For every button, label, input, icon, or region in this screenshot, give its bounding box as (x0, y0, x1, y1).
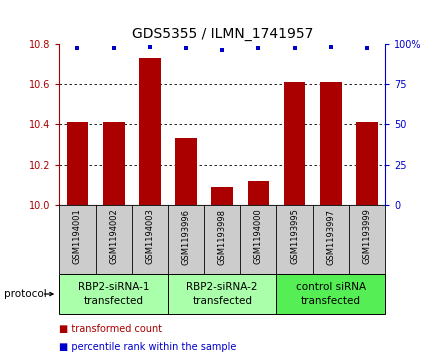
Point (327, 44, 334, 50)
Point (255, 45, 262, 51)
Point (291, 45, 298, 51)
Text: GSM1194003: GSM1194003 (145, 208, 154, 264)
Bar (320, 82, 341, 205)
Text: control siRNA
transfected: control siRNA transfected (296, 282, 366, 306)
Bar (248, 181, 269, 205)
Text: GSM1193996: GSM1193996 (182, 208, 191, 265)
Text: GSM1193997: GSM1193997 (326, 208, 335, 265)
Text: ■ transformed count: ■ transformed count (59, 323, 162, 334)
Point (183, 45, 190, 51)
Point (147, 44, 154, 50)
Text: RBP2-siRNA-1
transfected: RBP2-siRNA-1 transfected (78, 282, 150, 306)
Bar (356, 122, 378, 205)
Point (219, 47, 226, 53)
Text: GSM1194001: GSM1194001 (73, 208, 82, 264)
Text: RBP2-siRNA-2
transfected: RBP2-siRNA-2 transfected (187, 282, 258, 306)
Bar (276, 274, 385, 314)
Text: ■ percentile rank within the sample: ■ percentile rank within the sample (59, 342, 237, 352)
Text: GSM1193999: GSM1193999 (363, 208, 371, 264)
Bar (66, 122, 88, 205)
Bar (103, 122, 125, 205)
Text: GSM1194000: GSM1194000 (254, 208, 263, 264)
Point (110, 45, 117, 51)
Bar (284, 82, 305, 205)
Bar (168, 274, 276, 314)
Bar (175, 138, 197, 205)
Bar (139, 58, 161, 205)
Bar (211, 187, 233, 205)
Bar (59, 274, 168, 314)
Point (74, 45, 81, 51)
Text: GSM1193998: GSM1193998 (218, 208, 227, 265)
Text: protocol: protocol (4, 289, 47, 299)
Text: GSM1193995: GSM1193995 (290, 208, 299, 264)
Point (363, 45, 370, 51)
Text: GSM1194002: GSM1194002 (109, 208, 118, 264)
Title: GDS5355 / ILMN_1741957: GDS5355 / ILMN_1741957 (132, 27, 313, 41)
